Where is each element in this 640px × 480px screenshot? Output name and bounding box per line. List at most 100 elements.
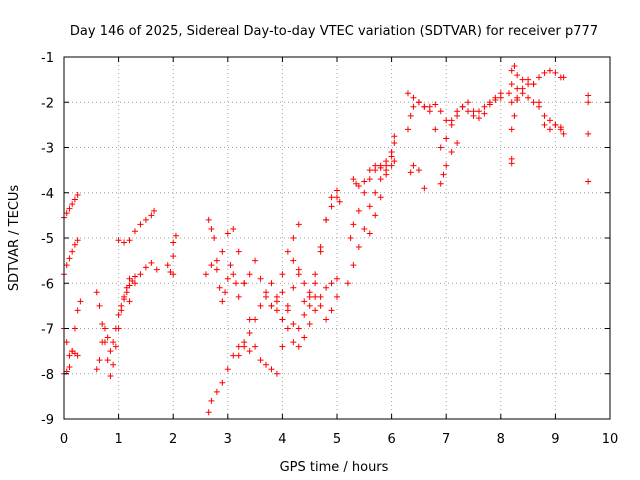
data-point [74, 192, 81, 199]
data-point [301, 311, 308, 318]
y-tick-label: -9 [41, 413, 54, 428]
data-point [263, 361, 270, 368]
data-point [407, 169, 414, 176]
y-tick-label: -4 [41, 187, 54, 202]
x-axis-label: GPS time / hours [280, 460, 389, 475]
data-point [224, 230, 231, 237]
y-tick-label: -6 [41, 277, 54, 292]
data-point [142, 216, 149, 223]
data-point [63, 210, 70, 217]
data-point [63, 262, 70, 269]
data-point [71, 325, 78, 332]
series-arc-30 [508, 96, 521, 133]
data-point [525, 94, 532, 101]
data-point [126, 282, 133, 289]
data-point [508, 81, 515, 88]
series-arc-27 [508, 63, 567, 88]
data-point [268, 366, 275, 373]
y-tick-label: -8 [41, 368, 54, 383]
data-point [350, 262, 357, 269]
data-point [328, 280, 335, 287]
data-point [541, 69, 548, 76]
data-point [350, 221, 357, 228]
data-point [361, 189, 368, 196]
data-point [361, 178, 368, 185]
data-point [205, 216, 212, 223]
data-point [377, 176, 384, 183]
data-point [492, 96, 499, 103]
data-point [121, 239, 128, 246]
data-point [295, 266, 302, 273]
data-point [347, 235, 354, 241]
data-point [279, 343, 286, 350]
data-point [148, 212, 155, 219]
data-point [426, 108, 433, 115]
data-point [410, 103, 417, 110]
data-point [252, 316, 259, 323]
data-point [295, 343, 302, 350]
data-point [366, 203, 373, 210]
data-point [391, 139, 398, 146]
data-point [257, 302, 264, 309]
y-tick-label: -5 [41, 232, 54, 247]
data-point [227, 262, 234, 269]
data-point [230, 225, 237, 232]
data-point [279, 271, 286, 278]
data-point [252, 257, 259, 264]
data-point [295, 221, 302, 228]
data-point [443, 162, 450, 169]
data-point [268, 302, 275, 309]
series-arc-9 [164, 232, 179, 278]
x-tick-label: 2 [169, 432, 177, 447]
data-point [508, 67, 515, 74]
data-point [410, 162, 417, 169]
data-point [123, 289, 130, 296]
data-point [432, 126, 439, 133]
data-point [69, 348, 76, 355]
data-point [301, 298, 308, 305]
data-point [257, 357, 264, 364]
data-point [246, 271, 253, 278]
data-point [383, 158, 390, 165]
data-point [301, 280, 308, 287]
data-point [372, 162, 379, 169]
data-point [295, 325, 302, 332]
data-point [355, 182, 362, 189]
data-point [208, 397, 215, 404]
data-point [219, 298, 226, 305]
data-point [323, 316, 330, 323]
data-point [137, 221, 144, 228]
data-point [172, 232, 179, 239]
data-point [235, 248, 242, 255]
data-point [546, 117, 553, 124]
x-tick-label: 10 [602, 432, 619, 447]
data-point [312, 293, 319, 300]
data-point [246, 316, 253, 323]
data-point [74, 352, 81, 359]
data-point [366, 176, 373, 183]
data-point [211, 235, 218, 241]
data-point [213, 257, 220, 264]
data-point [336, 198, 343, 205]
data-point [530, 99, 537, 106]
data-point [112, 325, 119, 332]
data-point [273, 370, 280, 377]
y-tick-label: -7 [41, 323, 54, 338]
data-point [328, 307, 335, 314]
data-point [511, 63, 518, 70]
data-point [525, 76, 532, 83]
data-point [519, 85, 526, 92]
data-point [536, 74, 543, 81]
series-arc-15 [268, 275, 340, 350]
x-tick-label: 0 [60, 432, 68, 447]
data-point [312, 280, 319, 287]
series-arc-24 [404, 94, 504, 151]
data-point [541, 112, 548, 119]
data-point [377, 164, 384, 171]
data-point [530, 81, 537, 88]
data-point [448, 117, 455, 124]
data-point [216, 284, 223, 291]
data-point [546, 126, 553, 133]
data-point [153, 266, 160, 273]
